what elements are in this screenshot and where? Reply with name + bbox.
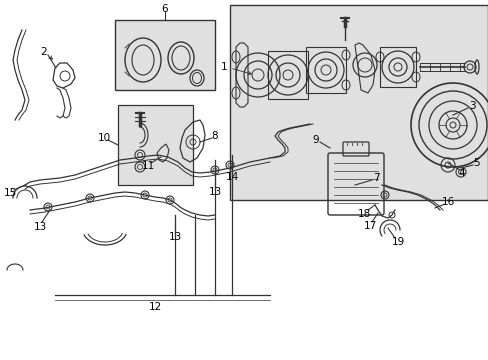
Text: 6: 6 [162, 4, 168, 14]
Text: 14: 14 [225, 172, 238, 182]
Text: 15: 15 [3, 188, 17, 198]
Bar [115, 20, 215, 90]
Text: 17: 17 [363, 221, 376, 231]
Text: 12: 12 [148, 302, 162, 312]
Text: 13: 13 [208, 187, 221, 197]
Text: 4: 4 [458, 168, 465, 178]
Text: 1: 1 [220, 62, 227, 72]
Text: 10: 10 [97, 133, 110, 143]
Bar [118, 105, 193, 185]
Text: 16: 16 [441, 197, 454, 207]
Text: 3: 3 [468, 101, 474, 111]
Text: 18: 18 [357, 209, 370, 219]
Text: 13: 13 [168, 232, 181, 242]
Text: 7: 7 [372, 173, 379, 183]
Text: 13: 13 [33, 222, 46, 232]
Bar [229, 5, 487, 200]
Text: 19: 19 [390, 237, 404, 247]
Text: 11: 11 [141, 161, 154, 171]
Text: 2: 2 [41, 47, 47, 57]
Text: 9: 9 [312, 135, 319, 145]
Text: 5: 5 [472, 158, 478, 168]
Text: 8: 8 [211, 131, 218, 141]
